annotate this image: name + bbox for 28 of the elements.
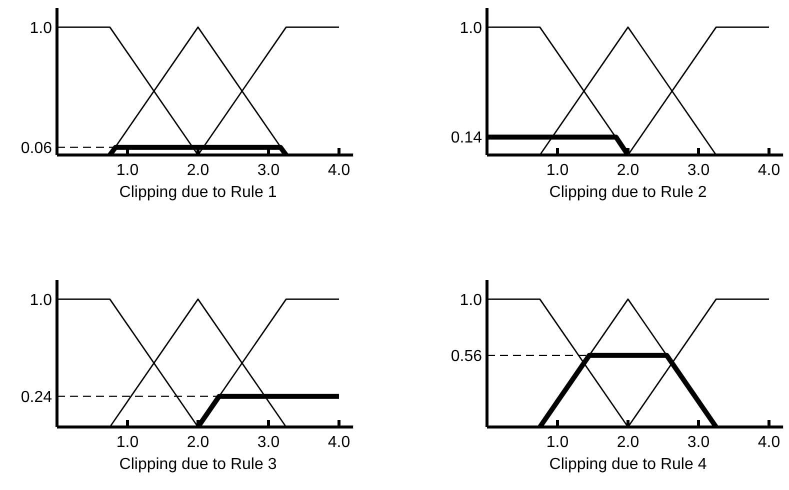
- x-tick-label: 3.0: [687, 162, 710, 179]
- x-tick-label: 1.0: [546, 434, 569, 451]
- y-tick-label: 0.56: [450, 348, 482, 366]
- x-tick-label: 3.0: [257, 434, 280, 451]
- x-tick-label: 3.0: [687, 434, 710, 451]
- x-tick-label: 4.0: [328, 434, 350, 451]
- y-tick-label: 0.24: [20, 388, 52, 406]
- x-tick-label: 2.0: [186, 434, 210, 451]
- y-tick-label: 0.14: [450, 130, 482, 147]
- x-tick-label: 1.0: [546, 162, 569, 179]
- x-tick-label: 4.0: [758, 434, 780, 451]
- y-tick-label: 1.0: [460, 20, 482, 37]
- x-axis-title: Clipping due to Rule 1: [119, 184, 277, 201]
- x-tick-label: 4.0: [758, 162, 780, 179]
- x-tick-label: 2.0: [616, 434, 640, 451]
- y-tick-label: 1.0: [460, 292, 482, 309]
- y-tick-label: 1.0: [30, 20, 52, 37]
- x-tick-label: 2.0: [186, 162, 210, 179]
- x-tick-label: 2.0: [616, 162, 640, 179]
- x-tick-label: 3.0: [257, 162, 280, 179]
- x-tick-label: 1.0: [116, 162, 139, 179]
- y-tick-label: 1.0: [30, 292, 52, 309]
- x-axis-title: Clipping due to Rule 3: [119, 456, 277, 473]
- x-tick-label: 4.0: [328, 162, 350, 179]
- y-tick-label: 0.06: [20, 140, 52, 157]
- x-tick-label: 1.0: [116, 434, 139, 451]
- x-axis-title: Clipping due to Rule 2: [549, 184, 707, 201]
- x-axis-title: Clipping due to Rule 4: [549, 456, 707, 473]
